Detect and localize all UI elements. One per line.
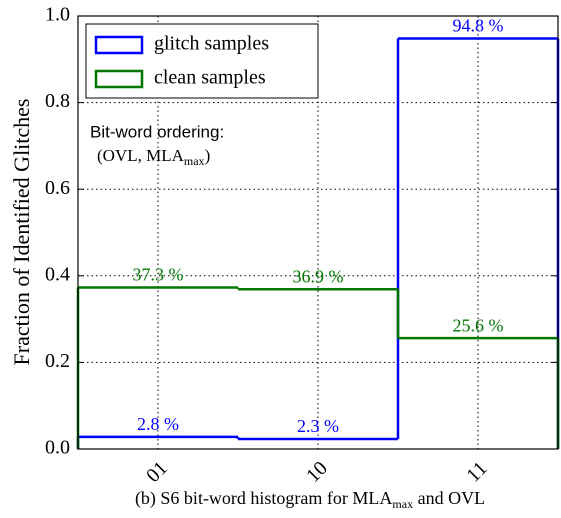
value-label: 2.8 % [137,414,179,434]
annotation: Bit-word ordering: [90,122,224,141]
value-label: 25.6 % [453,315,504,335]
y-tick-label: 0.4 [45,263,70,285]
plot-frame [77,15,559,450]
legend-label: clean samples [154,67,266,89]
annotation-part: (OVL, MLA [97,146,185,165]
value-label: 2.3 % [297,416,339,436]
annotation-part: ) [205,146,211,165]
y-tick-label: 1.0 [45,4,70,26]
caption-sub: max [392,497,413,511]
value-label: 36.9 % [293,266,344,286]
y-tick-label: 0.8 [45,90,70,112]
caption-part: and OVL [413,488,485,508]
legend-label: glitch samples [154,33,269,55]
y-tick-label: 0.2 [45,350,70,372]
annotation: (OVL, MLAmax) [97,146,210,168]
caption: (b) S6 bit-word histogram for MLAmax and… [135,488,485,511]
x-tick-label: 10 [302,457,332,487]
value-label: 94.8 % [453,16,504,36]
caption-part: (b) S6 bit-word histogram for MLA [135,488,392,509]
y-tick-label: 0.6 [45,177,70,199]
legend-swatch [94,35,144,55]
value-label: 37.3 % [133,265,184,285]
legend: glitch samples clean samples [85,23,319,99]
y-axis-label: Fraction of Identified Glitches [9,99,34,366]
legend-swatch [94,69,144,89]
y-tick-label: 0.0 [45,437,70,459]
annotation-sub: max [184,154,205,168]
x-tick-label: 01 [142,457,172,487]
x-tick-label: 11 [462,457,491,486]
